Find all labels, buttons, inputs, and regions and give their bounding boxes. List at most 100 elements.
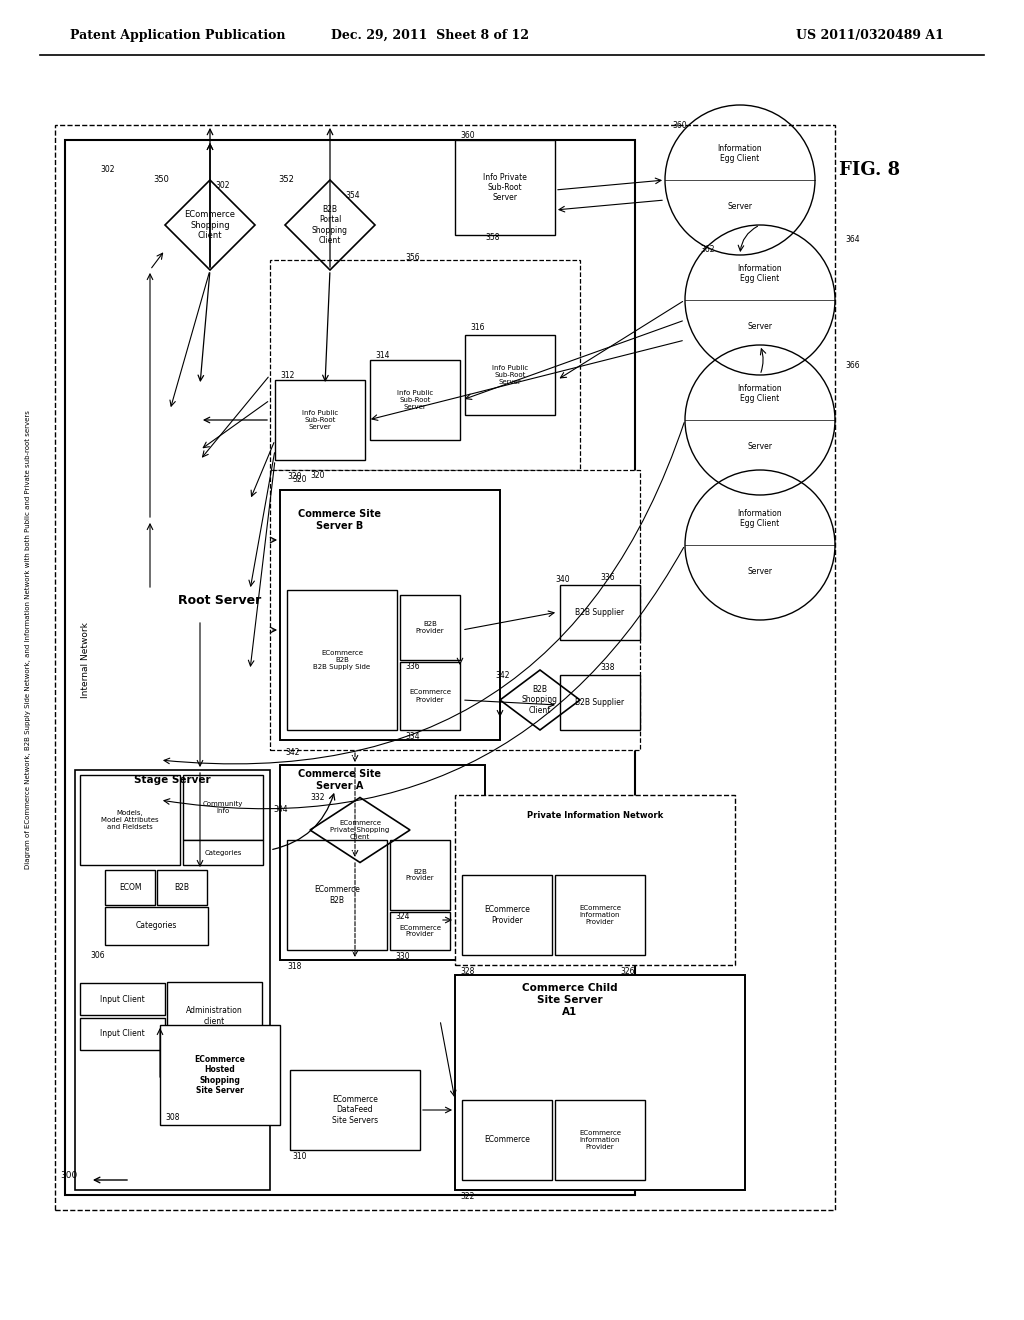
FancyBboxPatch shape xyxy=(455,975,745,1191)
Text: Information
Egg Client: Information Egg Client xyxy=(737,264,782,284)
Text: 328: 328 xyxy=(460,968,474,975)
FancyBboxPatch shape xyxy=(370,360,460,440)
Text: 308: 308 xyxy=(165,1113,179,1122)
Text: Patent Application Publication: Patent Application Publication xyxy=(70,29,286,41)
FancyBboxPatch shape xyxy=(560,675,640,730)
FancyBboxPatch shape xyxy=(390,912,450,950)
FancyBboxPatch shape xyxy=(555,875,645,954)
Text: Info Public
Sub-Root
Server: Info Public Sub-Root Server xyxy=(397,389,433,411)
FancyBboxPatch shape xyxy=(462,875,552,954)
Text: Info Public
Sub-Root
Server: Info Public Sub-Root Server xyxy=(302,411,338,430)
Text: 314: 314 xyxy=(375,351,389,359)
FancyBboxPatch shape xyxy=(280,766,485,960)
Text: 318: 318 xyxy=(287,962,301,972)
FancyBboxPatch shape xyxy=(290,1071,420,1150)
Text: Diagram of ECommerce Network, B2B Supply Side Network, and Information Network w: Diagram of ECommerce Network, B2B Supply… xyxy=(25,411,31,870)
Text: ECommerce
Provider: ECommerce Provider xyxy=(409,689,451,702)
Text: B2B Supplier: B2B Supplier xyxy=(575,698,625,708)
Text: Information
Egg Client: Information Egg Client xyxy=(718,144,762,164)
FancyBboxPatch shape xyxy=(65,140,635,1195)
Text: Commerce Site
Server A: Commerce Site Server A xyxy=(299,770,382,791)
Text: 334: 334 xyxy=(406,733,420,741)
Text: 306: 306 xyxy=(90,950,104,960)
Text: 342: 342 xyxy=(495,671,510,680)
Text: ECommerce
Private Shopping
Client: ECommerce Private Shopping Client xyxy=(331,820,389,840)
Text: ECommerce
Information
Provider: ECommerce Information Provider xyxy=(579,1130,621,1150)
Text: ECommerce
Provider: ECommerce Provider xyxy=(484,906,530,925)
Text: ECommerce
B2B
B2B Supply Side: ECommerce B2B B2B Supply Side xyxy=(313,649,371,671)
FancyBboxPatch shape xyxy=(390,840,450,909)
Text: 320: 320 xyxy=(287,473,301,480)
Text: ECommerce
B2B: ECommerce B2B xyxy=(314,886,360,904)
Text: 354: 354 xyxy=(345,190,359,199)
FancyBboxPatch shape xyxy=(400,595,460,660)
Text: B2B
Portal
Shopping
Client: B2B Portal Shopping Client xyxy=(312,205,348,246)
Text: 364: 364 xyxy=(845,235,859,244)
FancyBboxPatch shape xyxy=(287,840,387,950)
FancyBboxPatch shape xyxy=(465,335,555,414)
Text: Community
Info: Community Info xyxy=(203,801,243,814)
FancyBboxPatch shape xyxy=(287,590,397,730)
FancyBboxPatch shape xyxy=(183,840,263,865)
FancyBboxPatch shape xyxy=(75,770,270,1191)
FancyBboxPatch shape xyxy=(105,907,208,945)
FancyBboxPatch shape xyxy=(55,125,835,1210)
FancyBboxPatch shape xyxy=(455,140,555,235)
Text: 360: 360 xyxy=(672,120,687,129)
FancyBboxPatch shape xyxy=(105,870,155,906)
FancyBboxPatch shape xyxy=(270,470,640,750)
Text: Internal Network: Internal Network xyxy=(81,622,89,698)
FancyBboxPatch shape xyxy=(270,260,580,470)
Text: 310: 310 xyxy=(292,1152,306,1162)
Text: Server: Server xyxy=(748,442,772,450)
FancyBboxPatch shape xyxy=(400,663,460,730)
Text: 336: 336 xyxy=(600,573,614,582)
Text: Server: Server xyxy=(727,202,753,211)
FancyBboxPatch shape xyxy=(80,775,180,865)
Text: 326: 326 xyxy=(620,968,635,975)
Text: 336: 336 xyxy=(406,663,420,671)
FancyBboxPatch shape xyxy=(462,1100,552,1180)
Text: Dec. 29, 2011  Sheet 8 of 12: Dec. 29, 2011 Sheet 8 of 12 xyxy=(331,29,529,41)
FancyBboxPatch shape xyxy=(160,1026,280,1125)
Text: 340: 340 xyxy=(555,576,569,585)
Text: 324: 324 xyxy=(395,912,410,921)
Text: B2B
Provider: B2B Provider xyxy=(416,620,444,634)
Text: Commerce Site
Server B: Commerce Site Server B xyxy=(299,510,382,531)
Text: Server: Server xyxy=(748,566,772,576)
FancyBboxPatch shape xyxy=(555,1100,645,1180)
Text: FIG. 8: FIG. 8 xyxy=(840,161,900,180)
Text: 302: 302 xyxy=(100,165,115,174)
Text: 320: 320 xyxy=(292,475,306,484)
FancyBboxPatch shape xyxy=(280,490,500,741)
Text: ECommerce
Information
Provider: ECommerce Information Provider xyxy=(579,906,621,925)
Text: 356: 356 xyxy=(406,253,420,263)
FancyBboxPatch shape xyxy=(80,1018,165,1049)
Text: 352: 352 xyxy=(278,176,294,185)
Text: Server: Server xyxy=(748,322,772,331)
Text: Info Public
Sub-Root
Server: Info Public Sub-Root Server xyxy=(492,366,528,385)
Text: Commerce Child
Site Server
A1: Commerce Child Site Server A1 xyxy=(522,983,617,1016)
Text: ECommerce
Shopping
Client: ECommerce Shopping Client xyxy=(184,210,236,240)
Text: B2B
Shopping
Client: B2B Shopping Client xyxy=(522,685,558,715)
Text: B2B Supplier: B2B Supplier xyxy=(575,609,625,616)
FancyBboxPatch shape xyxy=(157,870,207,906)
FancyBboxPatch shape xyxy=(80,983,165,1015)
Text: 350: 350 xyxy=(153,176,169,185)
FancyBboxPatch shape xyxy=(183,775,263,840)
Text: ECommerce
Hosted
Shopping
Site Server: ECommerce Hosted Shopping Site Server xyxy=(195,1055,246,1096)
Text: 320: 320 xyxy=(310,470,325,479)
FancyBboxPatch shape xyxy=(455,795,735,965)
Text: 338: 338 xyxy=(600,663,614,672)
Text: Administration
client: Administration client xyxy=(186,1006,243,1026)
Text: 362: 362 xyxy=(700,246,715,255)
Text: 330: 330 xyxy=(395,952,410,961)
Text: Information
Egg Client: Information Egg Client xyxy=(737,510,782,528)
Text: 358: 358 xyxy=(485,234,500,243)
Text: 322: 322 xyxy=(460,1192,474,1201)
Text: 342: 342 xyxy=(285,748,299,756)
Text: ECommerce
Provider: ECommerce Provider xyxy=(399,924,441,937)
Text: Categories: Categories xyxy=(205,850,242,855)
Text: Info Private
Sub-Root
Server: Info Private Sub-Root Server xyxy=(483,173,527,202)
Text: ECommerce: ECommerce xyxy=(484,1135,530,1144)
